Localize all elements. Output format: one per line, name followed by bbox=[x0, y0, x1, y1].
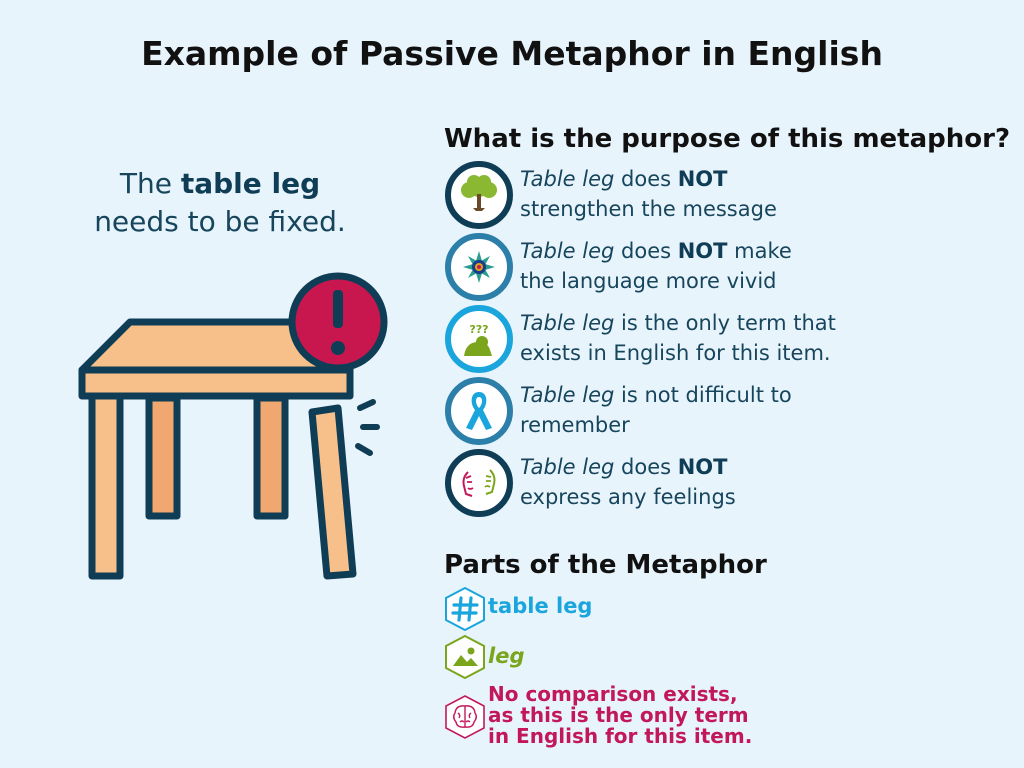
table-front-edge bbox=[78, 366, 354, 400]
purpose-term: Table leg bbox=[520, 167, 615, 191]
hashtag-icon bbox=[445, 586, 485, 632]
purpose-item: Table leg does NOT express any feelings bbox=[444, 448, 1004, 518]
part-vehicle-text: leg bbox=[488, 644, 525, 668]
purpose-term: Table leg bbox=[520, 239, 615, 263]
purpose-line2: exists in English for this item. bbox=[520, 341, 831, 365]
part-tenor-text: table leg bbox=[488, 594, 593, 618]
purpose-term: Table leg bbox=[520, 455, 615, 479]
table-back-leg-left bbox=[145, 394, 181, 520]
purpose-text-before: does bbox=[614, 167, 678, 191]
purpose-heading: What is the purpose of this metaphor? bbox=[444, 124, 1011, 154]
purpose-text: Table leg does NOT express any feelings bbox=[520, 452, 1000, 512]
purpose-text: Table leg does NOT make the language mor… bbox=[520, 236, 1000, 296]
purpose-emphasis: NOT bbox=[677, 167, 728, 191]
table-broken-leg bbox=[308, 404, 357, 580]
table-back-leg-right bbox=[253, 394, 289, 520]
example-sentence: The table leg needs to be fixed. bbox=[70, 165, 370, 241]
purpose-item: Table leg does NOT make the language mor… bbox=[444, 232, 1004, 302]
part-ground-text: No comparison exists, as this is the onl… bbox=[488, 684, 752, 747]
part-ground-line: in English for this item. bbox=[488, 724, 753, 748]
broken-table-illustration bbox=[78, 272, 388, 580]
part-vehicle-row: leg bbox=[444, 634, 744, 680]
page-title: Example of Passive Metaphor in English bbox=[141, 34, 883, 73]
question-marks-glyph: ??? bbox=[469, 323, 488, 336]
purpose-term: Table leg bbox=[520, 383, 615, 407]
thinking-person-icon: ??? bbox=[445, 305, 513, 373]
part-ground-line: as this is the only term bbox=[488, 703, 749, 727]
alert-icon bbox=[288, 272, 388, 372]
purpose-line2: remember bbox=[520, 413, 630, 437]
purpose-text: Table leg is the only term that exists i… bbox=[520, 308, 1000, 368]
purpose-emphasis: NOT bbox=[677, 239, 728, 263]
purpose-term: Table leg bbox=[520, 311, 615, 335]
purpose-text-after: make bbox=[727, 239, 792, 263]
sentence-highlight: table leg bbox=[180, 167, 321, 200]
purpose-text-before: does bbox=[614, 455, 678, 479]
purpose-text-before: does bbox=[614, 239, 678, 263]
image-icon bbox=[445, 634, 485, 680]
purpose-line2: strengthen the message bbox=[520, 197, 777, 221]
purpose-item: Table leg does NOT strengthen the messag… bbox=[444, 160, 1004, 230]
part-tenor-row: table leg bbox=[444, 586, 744, 632]
purpose-text-before: is not difficult to bbox=[614, 383, 792, 407]
purpose-item: Table leg is not difficult to remember bbox=[444, 376, 1004, 446]
mandala-icon bbox=[445, 233, 513, 301]
sentence-suffix: needs to be fixed. bbox=[94, 205, 346, 238]
purpose-line2: express any feelings bbox=[520, 485, 736, 509]
purpose-text: Table leg is not difficult to remember bbox=[520, 380, 1000, 440]
brain-icon bbox=[445, 695, 485, 739]
table-front-leg-left bbox=[88, 392, 124, 580]
ribbon-icon bbox=[445, 377, 513, 445]
purpose-line2: the language more vivid bbox=[520, 269, 777, 293]
sentence-prefix: The bbox=[119, 167, 181, 200]
purpose-text-before: is the only term that bbox=[614, 311, 836, 335]
faces-icon bbox=[445, 449, 513, 517]
purpose-item: ??? Table leg is the only term that exis… bbox=[444, 304, 1004, 374]
purpose-text: Table leg does NOT strengthen the messag… bbox=[520, 164, 1000, 224]
purpose-emphasis: NOT bbox=[677, 455, 728, 479]
tree-icon bbox=[445, 161, 513, 229]
parts-heading: Parts of the Metaphor bbox=[444, 550, 767, 580]
part-ground-line: No comparison exists, bbox=[488, 682, 738, 706]
part-ground-row: No comparison exists, as this is the onl… bbox=[444, 684, 824, 754]
